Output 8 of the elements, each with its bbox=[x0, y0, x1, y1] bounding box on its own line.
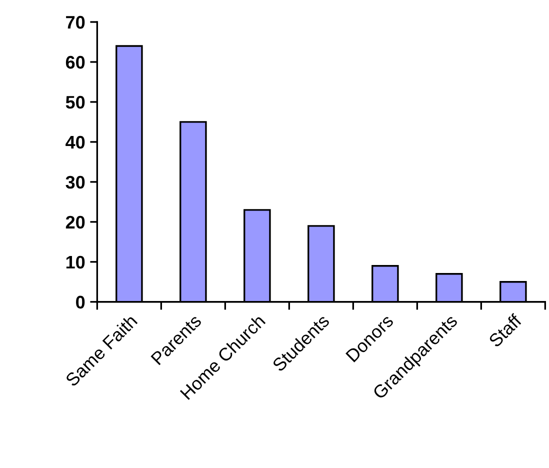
y-tick-label: 50 bbox=[66, 96, 85, 109]
y-tick-label: 20 bbox=[66, 216, 85, 229]
y-tick-label: 30 bbox=[66, 176, 85, 189]
y-tick-label: 0 bbox=[76, 296, 85, 309]
y-tick-label: 70 bbox=[66, 16, 85, 29]
y-tick-label: 60 bbox=[66, 56, 85, 69]
y-tick-label: 10 bbox=[66, 256, 85, 269]
y-tick-label: 40 bbox=[66, 136, 85, 149]
